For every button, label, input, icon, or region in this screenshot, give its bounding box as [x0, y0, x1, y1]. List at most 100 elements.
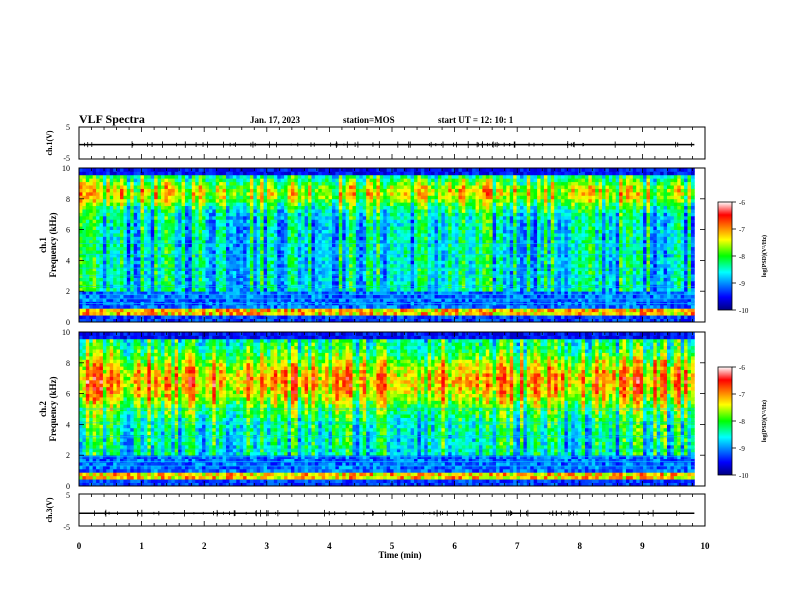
spectrogram-cell: [273, 243, 278, 248]
spectrogram-cell: [318, 233, 323, 237]
spectrogram-cell: [427, 215, 432, 220]
spectrogram-cell: [85, 318, 90, 323]
spectrogram-cell: [164, 315, 169, 319]
spectrogram-cell: [120, 188, 124, 193]
spectrogram-cell: [273, 263, 278, 268]
spectrogram-cell: [366, 178, 370, 183]
spectrogram-cell: [181, 226, 186, 230]
spectrogram-cell: [349, 222, 353, 227]
spectrogram-cell: [396, 287, 401, 292]
spectrogram-cell: [284, 171, 288, 176]
spectrogram-cell: [331, 280, 336, 285]
spectrogram-cell: [349, 315, 353, 319]
spectrogram-cell: [178, 215, 182, 220]
spectrogram-cell: [212, 294, 217, 299]
spectrogram-cell: [133, 198, 138, 203]
spectrogram-cell: [181, 168, 186, 172]
spectrogram-cell: [212, 277, 217, 282]
spectrogram-cell: [359, 198, 364, 203]
spectrogram-cell: [126, 256, 131, 261]
spectrogram-cell: [379, 198, 384, 203]
spectrogram-cell: [277, 243, 282, 248]
spectrogram-cell: [434, 222, 439, 227]
spectrogram-cell: [369, 205, 374, 210]
spectrogram-cell: [393, 178, 398, 183]
spectrogram-cell: [256, 291, 261, 296]
spectrogram-cell: [188, 178, 193, 183]
spectrogram-cell: [393, 294, 398, 299]
spectrogram-cell: [96, 280, 100, 285]
spectrogram-cell: [355, 198, 360, 203]
spectrogram-cell: [243, 168, 247, 172]
spectrogram-cell: [355, 209, 360, 213]
spectrogram-cell: [431, 236, 435, 241]
spectrogram-cell: [301, 263, 306, 268]
spectrogram-cell: [290, 294, 295, 299]
spectrogram-cell: [226, 291, 230, 296]
spectrogram-cell: [359, 174, 364, 179]
spectrogram-cell: [219, 202, 223, 207]
spectrogram-cell: [188, 202, 193, 207]
spectrogram-cell: [120, 239, 124, 244]
spectrogram-cell: [92, 250, 97, 254]
spectrogram-cell: [263, 222, 268, 227]
spectrogram-cell: [290, 202, 295, 207]
spectrogram-cell: [263, 246, 268, 251]
spectrogram-cell: [147, 198, 152, 203]
spectrogram-cell: [126, 222, 131, 227]
spectrogram-cell: [171, 209, 176, 213]
spectrogram-cell: [133, 287, 138, 292]
spectrogram-cell: [205, 168, 210, 172]
spectrogram-cell: [239, 250, 244, 254]
spectrogram-cell: [318, 315, 323, 319]
spectrogram-cell: [434, 205, 439, 210]
spectrogram-cell: [335, 171, 340, 176]
spectrogram-cell: [359, 270, 364, 275]
spectrogram-cell: [184, 304, 189, 309]
spectrogram-cell: [106, 219, 111, 224]
spectrogram-cell: [342, 287, 347, 292]
spectrogram-cell: [208, 280, 213, 285]
spectrogram-cell: [140, 233, 145, 237]
spectrogram-cell: [202, 222, 206, 227]
spectrogram-cell: [143, 263, 148, 268]
spectrogram-cell: [420, 260, 425, 265]
spectrogram-cell: [434, 294, 439, 299]
spectrogram-cell: [314, 219, 319, 224]
spectrogram-cell: [342, 205, 347, 210]
spectrogram-cell: [79, 191, 83, 196]
spectrogram-cell: [277, 229, 282, 234]
spectrogram-cell: [396, 243, 401, 248]
spectrogram-cell: [294, 267, 299, 272]
spectrogram-cell: [212, 239, 217, 244]
spectrogram-cell: [92, 202, 97, 207]
spectrogram-cell: [355, 243, 360, 248]
spectrogram-cell: [236, 304, 241, 309]
spectrogram-cell: [304, 174, 309, 179]
spectrogram-cell: [92, 181, 97, 186]
spectrogram-cell: [154, 277, 159, 282]
spectrogram-cell: [270, 250, 275, 254]
spectrogram-cell: [239, 270, 244, 275]
spectrogram-cell: [427, 280, 432, 285]
spectrogram-cell: [393, 263, 398, 268]
spectrogram-cell: [287, 181, 292, 186]
spectrogram-cell: [417, 294, 422, 299]
spectrogram-cell: [362, 239, 367, 244]
spectrogram-cell: [150, 236, 155, 241]
spectrogram-cell: [355, 304, 360, 309]
spectrogram-cell: [167, 188, 172, 193]
spectrogram-cell: [205, 277, 210, 282]
spectrogram-cell: [294, 212, 299, 217]
spectrogram-cell: [325, 168, 329, 172]
spectrogram-cell: [349, 171, 353, 176]
spectrogram-cell: [249, 260, 254, 265]
spectrogram-cell: [414, 181, 418, 186]
spectrogram-cell: [417, 195, 422, 200]
spectrogram-cell: [338, 253, 343, 258]
spectrogram-cell: [338, 181, 343, 186]
spectrogram-cell: [171, 270, 176, 275]
spectrogram-cell: [393, 291, 398, 296]
spectrogram-cell: [301, 280, 306, 285]
spectrogram-cell: [226, 250, 230, 254]
